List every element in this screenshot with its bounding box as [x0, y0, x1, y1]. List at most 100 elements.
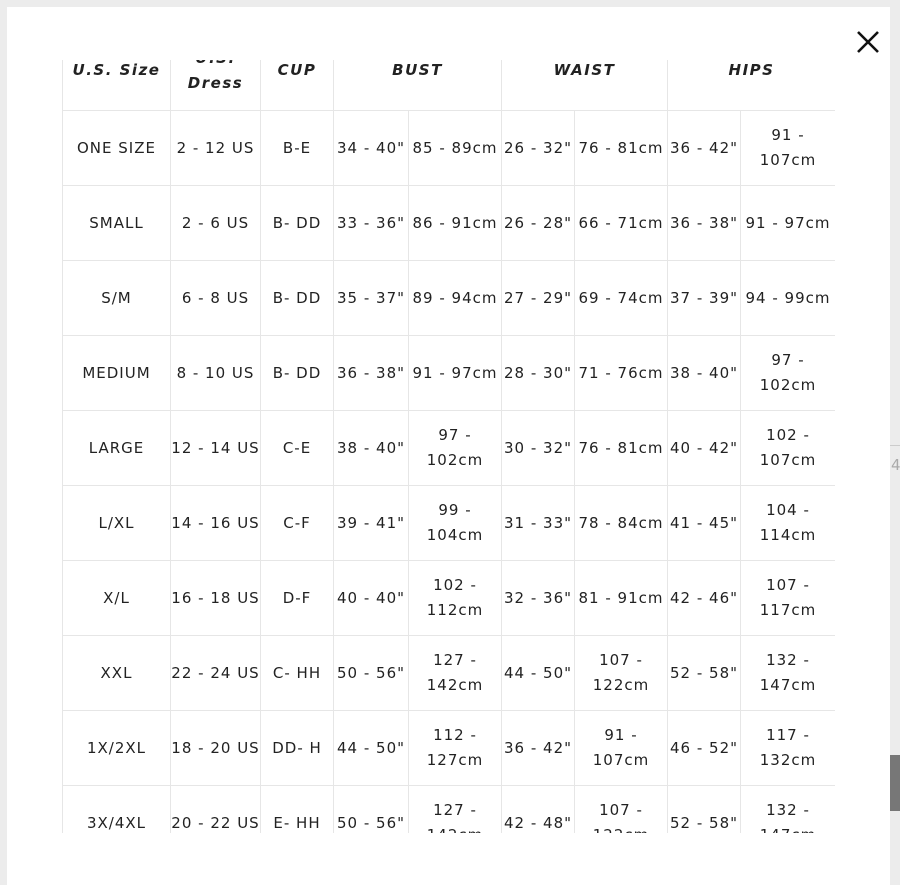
- table-cell: 91 - 97cm: [740, 185, 835, 261]
- table-cell: 107 - 122cm: [574, 635, 668, 711]
- table-cell: 16 - 18 US: [170, 560, 261, 636]
- table-cell: 112 - 127cm: [408, 710, 502, 786]
- table-cell: 2 - 6 US: [170, 185, 261, 261]
- table-cell: 20 - 22 US: [170, 785, 261, 833]
- table-cell: 36 - 42": [667, 110, 741, 186]
- table-cell: SMALL: [62, 185, 171, 261]
- table-cell: 91 - 107cm: [740, 110, 835, 186]
- table-cell: 107 - 122cm: [574, 785, 668, 833]
- header-us-size: U.S. Size: [62, 60, 171, 111]
- background-partial-text: 4: [891, 456, 900, 474]
- table-cell: 14 - 16 US: [170, 485, 261, 561]
- header-us-dress: U.S. Dress: [170, 60, 261, 111]
- table-cell: 28 - 30": [501, 335, 575, 411]
- table-cell: 85 - 89cm: [408, 110, 502, 186]
- table-row: L/XL 14 - 16 US C-F 39 - 41" 99 - 104cm 31 - …: [62, 485, 835, 561]
- size-chart-scroll-area[interactable]: U.S. Size U.S. Dress CUP BUST WAIST HIPS…: [62, 60, 835, 833]
- table-cell: 69 - 74cm: [574, 260, 668, 336]
- table-cell: 39 - 41": [333, 485, 409, 561]
- table-cell: 44 - 50": [333, 710, 409, 786]
- table-cell: 35 - 37": [333, 260, 409, 336]
- background-divider: [890, 445, 900, 446]
- table-cell: MEDIUM: [62, 335, 171, 411]
- table-cell: C-F: [260, 485, 334, 561]
- table-cell: 33 - 36": [333, 185, 409, 261]
- table-cell: X/L: [62, 560, 171, 636]
- table-cell: 107 - 117cm: [740, 560, 835, 636]
- table-row: X/L 16 - 18 US D-F 40 - 40" 102 - 112cm 32 - …: [62, 560, 835, 636]
- table-row: SMALL 2 - 6 US B- DD 33 - 36" 86 - 91cm 26 - …: [62, 185, 835, 261]
- table-cell: 78 - 84cm: [574, 485, 668, 561]
- close-icon[interactable]: [855, 29, 881, 55]
- table-cell: 76 - 81cm: [574, 110, 668, 186]
- table-cell: 127 - 142cm: [408, 785, 502, 833]
- table-cell: 66 - 71cm: [574, 185, 668, 261]
- table-cell: 91 - 97cm: [408, 335, 502, 411]
- table-cell: 26 - 32": [501, 110, 575, 186]
- table-cell: 97 - 102cm: [740, 335, 835, 411]
- table-cell: 18 - 20 US: [170, 710, 261, 786]
- table-cell: 102 - 107cm: [740, 410, 835, 486]
- table-row: S/M 6 - 8 US B- DD 35 - 37" 89 - 94cm 27 - 29…: [62, 260, 835, 336]
- table-row: ONE SIZE 2 - 12 US B-E 34 - 40" 85 - 89cm 26 …: [62, 110, 835, 186]
- table-cell: 38 - 40": [333, 410, 409, 486]
- header-waist: WAIST: [501, 60, 668, 111]
- table-cell: 86 - 91cm: [408, 185, 502, 261]
- size-chart-table: U.S. Size U.S. Dress CUP BUST WAIST HIPS…: [62, 60, 835, 833]
- table-cell: 52 - 58": [667, 785, 741, 833]
- table-cell: C-E: [260, 410, 334, 486]
- table-cell: 42 - 46": [667, 560, 741, 636]
- table-cell: 37 - 39": [667, 260, 741, 336]
- table-cell: S/M: [62, 260, 171, 336]
- table-cell: 32 - 36": [501, 560, 575, 636]
- table-cell: 3X/4XL: [62, 785, 171, 833]
- table-cell: 31 - 33": [501, 485, 575, 561]
- scrollbar-thumb[interactable]: [890, 755, 900, 811]
- table-cell: D-F: [260, 560, 334, 636]
- table-cell: 97 - 102cm: [408, 410, 502, 486]
- table-cell: 132 - 147cm: [740, 635, 835, 711]
- table-cell: E- HH: [260, 785, 334, 833]
- table-cell: 76 - 81cm: [574, 410, 668, 486]
- table-cell: B- DD: [260, 260, 334, 336]
- table-cell: 36 - 38": [333, 335, 409, 411]
- table-cell: 89 - 94cm: [408, 260, 502, 336]
- table-cell: 44 - 50": [501, 635, 575, 711]
- header-cup: CUP: [260, 60, 334, 111]
- table-cell: 2 - 12 US: [170, 110, 261, 186]
- table-cell: XXL: [62, 635, 171, 711]
- table-cell: 102 - 112cm: [408, 560, 502, 636]
- header-bust: BUST: [333, 60, 502, 111]
- table-cell: 91 - 107cm: [574, 710, 668, 786]
- header-hips: HIPS: [667, 60, 835, 111]
- table-cell: 52 - 58": [667, 635, 741, 711]
- table-cell: 27 - 29": [501, 260, 575, 336]
- table-cell: 41 - 45": [667, 485, 741, 561]
- table-cell: 50 - 56": [333, 785, 409, 833]
- table-cell: DD- H: [260, 710, 334, 786]
- table-row: LARGE 12 - 14 US C-E 38 - 40" 97 - 102cm 30 -…: [62, 410, 835, 486]
- table-cell: B- DD: [260, 185, 334, 261]
- table-cell: 12 - 14 US: [170, 410, 261, 486]
- table-cell: LARGE: [62, 410, 171, 486]
- table-cell: 8 - 10 US: [170, 335, 261, 411]
- table-cell: 36 - 38": [667, 185, 741, 261]
- table-cell: 71 - 76cm: [574, 335, 668, 411]
- table-cell: 117 - 132cm: [740, 710, 835, 786]
- table-cell: 38 - 40": [667, 335, 741, 411]
- table-cell: B-E: [260, 110, 334, 186]
- table-row: 1X/2XL 18 - 20 US DD- H 44 - 50" 112 - 127cm…: [62, 710, 835, 786]
- table-cell: 40 - 40": [333, 560, 409, 636]
- table-cell: 26 - 28": [501, 185, 575, 261]
- table-cell: L/XL: [62, 485, 171, 561]
- table-cell: ONE SIZE: [62, 110, 171, 186]
- table-cell: 46 - 52": [667, 710, 741, 786]
- table-cell: 40 - 42": [667, 410, 741, 486]
- table-cell: 42 - 48": [501, 785, 575, 833]
- table-cell: 104 - 114cm: [740, 485, 835, 561]
- table-cell: C- HH: [260, 635, 334, 711]
- table-cell: 127 - 142cm: [408, 635, 502, 711]
- table-cell: 50 - 56": [333, 635, 409, 711]
- table-row: MEDIUM 8 - 10 US B- DD 36 - 38" 91 - 97cm 28 …: [62, 335, 835, 411]
